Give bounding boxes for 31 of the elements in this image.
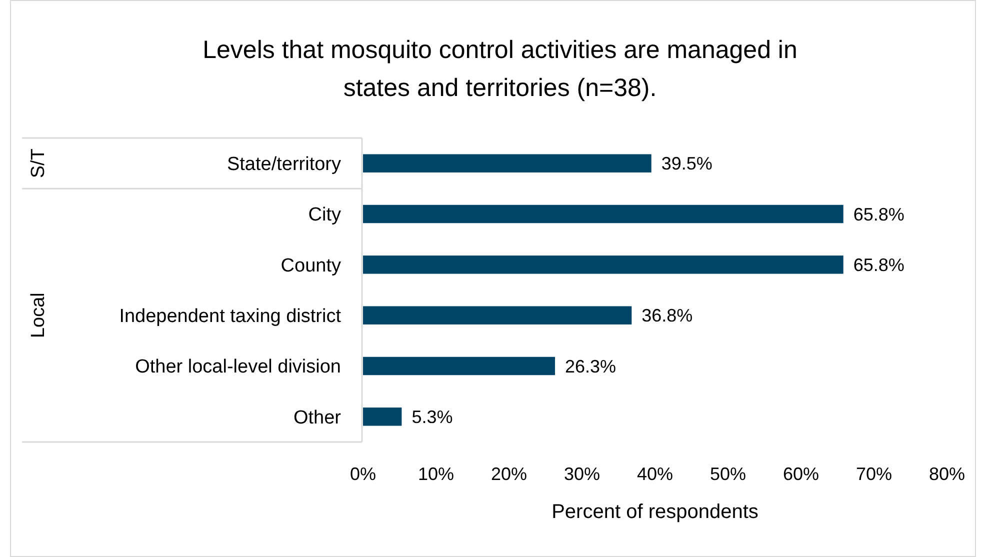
x-tick-label: 70%: [856, 464, 892, 484]
data-label: 65.8%: [853, 204, 904, 224]
bar: [363, 356, 555, 376]
bar: [363, 154, 652, 172]
x-tick-label: 10%: [418, 464, 454, 484]
bar: [363, 204, 844, 224]
x-tick-label: 0%: [350, 464, 376, 484]
y-tick-label: Other local-level division: [135, 356, 341, 378]
chart-title: Levels that mosquito control activities are managed in states and territories (n=38).: [202, 36, 798, 102]
y-tick-label: State/territory: [226, 154, 342, 175]
text: S/T: [28, 148, 49, 178]
data-label: 5.3%: [412, 406, 453, 427]
y-tick-label: Independent taxing district: [119, 306, 342, 327]
x-tick-label: 20%: [490, 464, 528, 484]
y-tick-label: County: [280, 255, 342, 276]
x-tick-label: 50%: [710, 464, 746, 484]
data-label: 65.8%: [853, 254, 904, 275]
x-tick-label: 80%: [928, 464, 966, 484]
bar: [363, 256, 844, 274]
x-axis-title: Percent of respondents: [552, 501, 758, 523]
bar: [363, 408, 402, 426]
text: Local: [28, 292, 49, 338]
data-label: 36.8%: [642, 306, 693, 326]
data-label: 39.5%: [661, 154, 712, 174]
y-tick-label: Other: [293, 407, 342, 428]
x-tick-label: 60%: [782, 464, 820, 484]
data-label: 26.3%: [564, 356, 616, 376]
bar: [363, 306, 632, 324]
y-tick-label: City: [308, 204, 342, 226]
x-tick-label: 30%: [564, 464, 600, 484]
x-tick-label: 40%: [636, 464, 674, 484]
